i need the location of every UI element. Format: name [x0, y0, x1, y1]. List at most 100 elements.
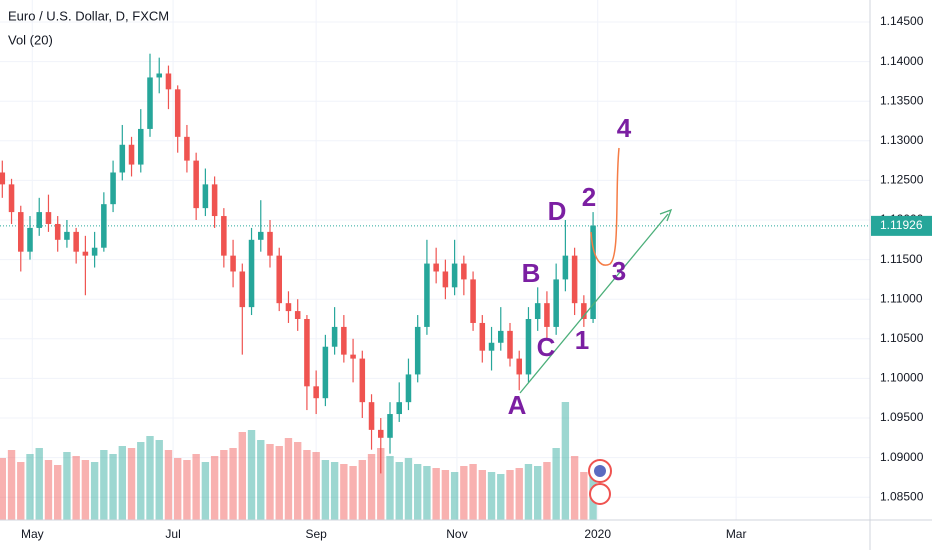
- candle-body: [451, 263, 458, 288]
- x-tick-label: Mar: [726, 527, 747, 541]
- wave-label: C: [537, 332, 556, 362]
- volume-bar: [478, 470, 486, 520]
- volume-bar: [534, 466, 542, 520]
- volume-bar: [72, 456, 80, 520]
- candle-body: [442, 271, 449, 288]
- last-price-label: 1.11926: [880, 218, 923, 232]
- candle-body: [36, 212, 42, 228]
- candle-body: [368, 402, 375, 430]
- volume-bar: [7, 450, 16, 520]
- candle-body: [294, 311, 301, 320]
- wave-label: 3: [612, 256, 626, 286]
- candle-body: [119, 144, 126, 173]
- candle-body: [581, 303, 587, 320]
- candle-body: [405, 374, 412, 403]
- projection-curve: [590, 147, 620, 266]
- volume-bar: [450, 472, 459, 520]
- grid: [0, 0, 870, 520]
- volume-bar: [506, 470, 514, 520]
- volume-bar: [358, 460, 366, 520]
- candle-body: [64, 231, 70, 240]
- volume-bar: [100, 450, 108, 520]
- candle-body: [91, 247, 98, 256]
- candle-body: [516, 358, 522, 375]
- last-price-box: [871, 215, 932, 236]
- volume-bar: [247, 430, 256, 520]
- event-icon[interactable]: [589, 483, 611, 505]
- volume-bar: [35, 448, 43, 520]
- chart-title: Euro / U.S. Dollar, D, FXCM: [8, 8, 169, 23]
- volume-bar: [183, 460, 191, 520]
- volume-bar: [340, 464, 348, 520]
- volume-bar: [81, 460, 90, 520]
- candle-body: [470, 279, 476, 323]
- candle-body: [590, 225, 596, 320]
- volume-bar: [441, 470, 450, 520]
- x-tick-label: Jul: [165, 527, 180, 541]
- volume-bar: [238, 432, 246, 520]
- volume-bar: [377, 448, 385, 520]
- y-tick-label: 1.11500: [880, 252, 923, 266]
- volume-bar: [414, 464, 422, 520]
- candle-body: [488, 342, 495, 351]
- candle-body: [258, 231, 264, 240]
- candle-body: [544, 303, 550, 327]
- candle-body: [304, 319, 310, 387]
- candle-body: [350, 354, 356, 359]
- candle-body: [359, 358, 366, 403]
- x-tick-label: 2020: [584, 527, 611, 541]
- y-tick-label: 1.13500: [880, 93, 924, 107]
- candle-body: [534, 303, 541, 320]
- candle-body: [73, 231, 79, 252]
- candle-body: [424, 263, 430, 327]
- y-tick-label: 1.14000: [880, 54, 924, 68]
- candle-body: [525, 319, 532, 375]
- volume-bar: [63, 452, 71, 520]
- candle-body: [147, 77, 153, 129]
- trend-arrow: [659, 208, 673, 222]
- volume-bar: [164, 450, 173, 520]
- y-tick-label: 1.13000: [880, 133, 924, 147]
- candle-body: [341, 326, 347, 355]
- y-tick-label: 1.11000: [880, 291, 923, 305]
- candle-body: [571, 255, 578, 304]
- volume-bar: [367, 454, 376, 520]
- wave-label: 4: [617, 113, 632, 143]
- volume-bar: [580, 472, 588, 520]
- volume-bar: [257, 440, 265, 520]
- x-tick-label: Nov: [446, 527, 467, 541]
- wave-label: B: [522, 258, 541, 288]
- volume-bar: [137, 442, 145, 520]
- volume-bar: [210, 456, 219, 520]
- candle-body: [138, 128, 144, 165]
- y-tick-label: 1.12500: [880, 173, 924, 187]
- y-tick-label: 1.10500: [880, 331, 924, 345]
- wave-label: D: [548, 196, 567, 226]
- volume-bar: [432, 468, 440, 520]
- candle-body: [27, 227, 33, 252]
- volume-bar: [423, 466, 431, 520]
- candle-body: [479, 322, 486, 351]
- candle-body: [0, 172, 6, 185]
- wave-label: A: [508, 390, 527, 420]
- candle-body: [184, 136, 190, 161]
- volume-bar: [192, 454, 200, 520]
- volume-bar: [26, 454, 34, 520]
- candle-body: [18, 212, 24, 252]
- candle-body: [248, 239, 255, 308]
- volume-bar: [321, 460, 330, 520]
- volume-bar: [146, 436, 154, 520]
- volume-bar: [524, 464, 533, 520]
- volume-bar: [118, 446, 126, 520]
- candle-body: [45, 212, 52, 224]
- candle-body: [54, 223, 61, 240]
- trend-line: [519, 213, 669, 394]
- candle-body: [322, 346, 329, 399]
- candle-body: [276, 255, 282, 304]
- volume-bar: [469, 464, 477, 520]
- volume-bar: [229, 448, 237, 520]
- volume-bar: [349, 466, 357, 520]
- candle-body: [433, 263, 439, 272]
